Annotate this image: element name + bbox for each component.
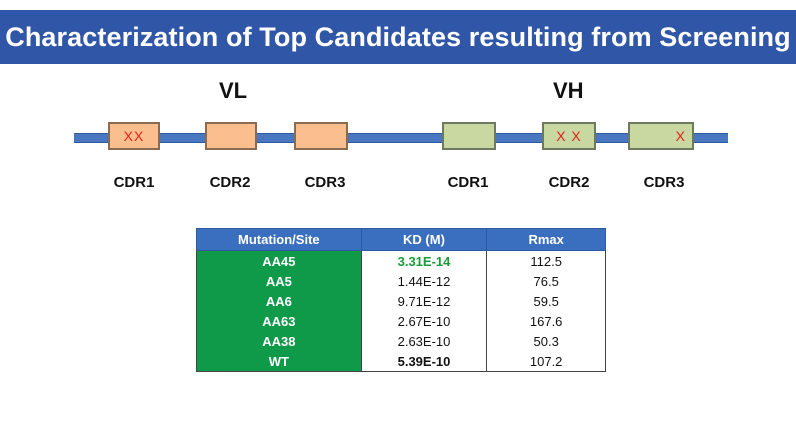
kd-cell: 5.39E-10 xyxy=(360,351,488,372)
vl-cdr1-label: CDR1 xyxy=(113,174,155,191)
header-kd: KD (M) xyxy=(360,228,488,251)
vh-cdr1-box xyxy=(442,122,496,150)
vh-cdr3-label: CDR3 xyxy=(643,174,685,191)
vl-cdr2-box xyxy=(205,122,257,150)
table-row: AA6 9.71E-12 59.5 xyxy=(196,291,606,311)
kd-cell: 9.71E-12 xyxy=(360,291,488,311)
kd-cell: 3.31E-14 xyxy=(360,250,488,271)
site-cell: AA45 xyxy=(196,250,362,271)
slide-title: Characterization of Top Candidates resul… xyxy=(0,10,796,64)
site-cell: AA6 xyxy=(196,291,362,311)
vl-cdr1-box: XX xyxy=(108,122,160,150)
chain-track xyxy=(74,133,728,143)
site-cell: AA38 xyxy=(196,331,362,351)
rmax-cell: 59.5 xyxy=(486,291,606,311)
vh-cdr1-label: CDR1 xyxy=(447,174,489,191)
table-header-row: Mutation/Site KD (M) Rmax xyxy=(196,228,606,251)
table-row: WT 5.39E-10 107.2 xyxy=(196,351,606,372)
vl-cdr2-label: CDR2 xyxy=(209,174,251,191)
rmax-cell: 50.3 xyxy=(486,331,606,351)
vl-cdr3-box xyxy=(294,122,348,150)
site-cell: AA63 xyxy=(196,311,362,331)
table-row: AA45 3.31E-14 112.5 xyxy=(196,250,606,271)
kd-cell: 1.44E-12 xyxy=(360,271,488,291)
site-cell: AA5 xyxy=(196,271,362,291)
kd-results-table: Mutation/Site KD (M) Rmax AA45 3.31E-14 … xyxy=(196,228,606,372)
vh-label: VH xyxy=(553,78,584,103)
header-rmax: Rmax xyxy=(486,228,606,251)
table-row: AA38 2.63E-10 50.3 xyxy=(196,331,606,351)
vh-cdr2-box: X X xyxy=(542,122,596,150)
rmax-cell: 112.5 xyxy=(486,250,606,271)
table-row: AA63 2.67E-10 167.6 xyxy=(196,311,606,331)
vh-cdr3-box: X xyxy=(628,122,694,150)
rmax-cell: 76.5 xyxy=(486,271,606,291)
rmax-cell: 167.6 xyxy=(486,311,606,331)
kd-cell: 2.67E-10 xyxy=(360,311,488,331)
vl-cdr3-label: CDR3 xyxy=(304,174,346,191)
rmax-cell: 107.2 xyxy=(486,351,606,372)
vh-cdr2-label: CDR2 xyxy=(548,174,590,191)
table-row: AA5 1.44E-12 76.5 xyxy=(196,271,606,291)
header-mutation-site: Mutation/Site xyxy=(196,228,362,251)
vl-label: VL xyxy=(219,78,248,103)
site-cell: WT xyxy=(196,351,362,372)
kd-cell: 2.63E-10 xyxy=(360,331,488,351)
